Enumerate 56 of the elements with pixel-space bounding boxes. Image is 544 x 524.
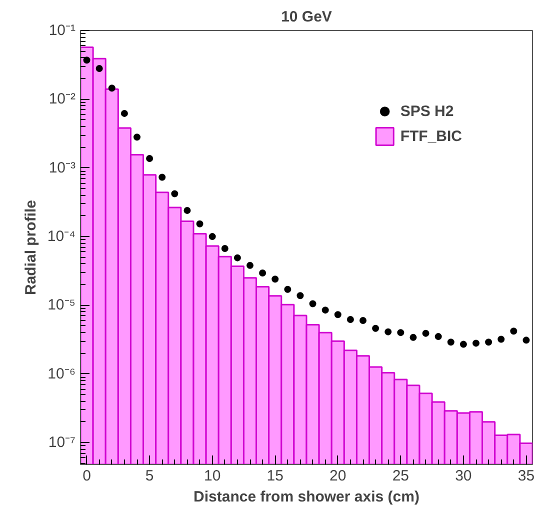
x-tick-label: 35 [518, 468, 535, 484]
y-tick-label: 10⁻³ [48, 159, 76, 176]
x-axis-title: Distance from shower axis (cm) [194, 488, 420, 506]
point [309, 300, 316, 308]
point [322, 306, 329, 314]
point [158, 174, 166, 181]
point [208, 233, 216, 240]
x-tick-label: 0 [82, 468, 91, 484]
point [384, 328, 392, 336]
x-tick-label: 10 [204, 468, 221, 484]
x-tick-label: 25 [392, 468, 410, 484]
y-tick-label: 10⁻⁷ [48, 434, 76, 452]
point [334, 311, 342, 318]
legend-label: FTF_BIC [400, 128, 462, 144]
x-tick-label: 15 [266, 468, 284, 484]
y-tick-label: 10⁻¹ [48, 22, 76, 39]
point [120, 110, 128, 117]
point [472, 340, 480, 347]
point [510, 328, 518, 335]
x-tick-label: 30 [455, 468, 472, 484]
point [196, 220, 204, 228]
y-tick-label: 10⁻⁴ [47, 228, 76, 246]
x-tick-label: 5 [145, 468, 154, 484]
point [296, 292, 304, 300]
point [146, 154, 154, 162]
point [372, 324, 380, 332]
point [171, 190, 178, 198]
point [485, 338, 492, 346]
point [234, 254, 241, 262]
point [447, 338, 454, 346]
y-axis-title: Radial profile [22, 200, 40, 296]
point [259, 269, 266, 276]
y-tick-label: 10⁻⁶ [48, 365, 76, 382]
point [272, 276, 279, 283]
y-tick-label: 10⁻² [48, 90, 76, 108]
legend-label: SPS H2 [400, 102, 454, 120]
point [360, 316, 366, 324]
point [498, 336, 505, 343]
point [246, 262, 254, 269]
point [221, 245, 228, 252]
point [522, 336, 530, 344]
point [460, 340, 467, 348]
point [96, 64, 103, 72]
point [397, 329, 404, 336]
point [434, 333, 442, 340]
point [108, 84, 116, 92]
point [83, 56, 90, 64]
x-tick-label: 20 [330, 468, 346, 484]
point [422, 330, 430, 337]
point [410, 334, 417, 341]
point [134, 134, 140, 141]
point [284, 286, 292, 293]
point [346, 316, 354, 323]
y-tick-label: 10⁻⁵ [48, 296, 76, 314]
point [184, 206, 191, 214]
chart-title: 10 GeV [281, 8, 332, 26]
